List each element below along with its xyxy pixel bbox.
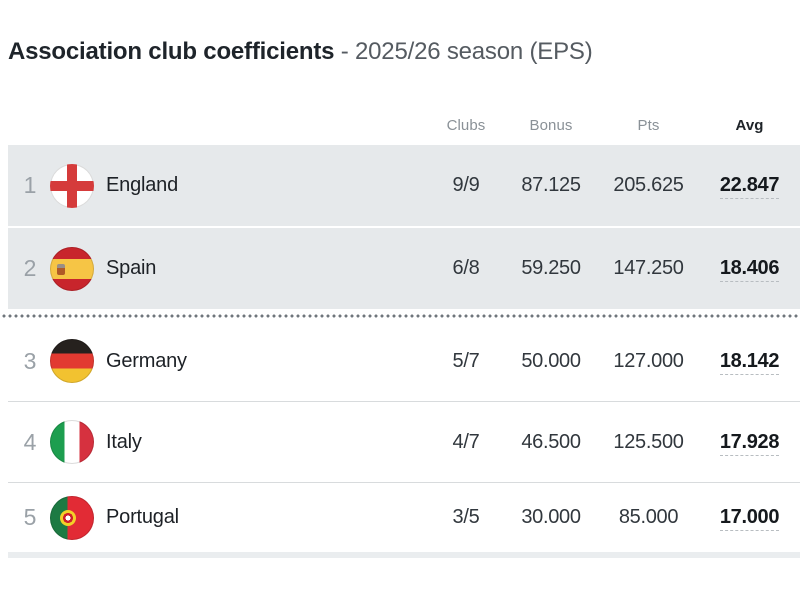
rank-label: 4: [23, 428, 37, 455]
page-title-main: Association club coefficients: [8, 38, 335, 65]
bonus-value: 46.500: [521, 430, 581, 453]
avg-value: 22.847: [699, 174, 800, 199]
column-header-pts: Pts: [637, 116, 660, 134]
column-header-bonus: Bonus: [529, 116, 573, 134]
germany-flag-icon: [50, 339, 94, 383]
pts-value: 127.000: [613, 349, 684, 372]
bonus-value: 30.000: [521, 506, 581, 528]
avg-value: 18.406: [699, 257, 800, 282]
pts-value: 125.500: [613, 430, 684, 453]
country-name: Italy: [106, 430, 142, 453]
avg-value: 18.142: [699, 349, 800, 375]
coefficients-widget: Association club coefficients - 2025/26 …: [0, 36, 800, 591]
rank-label: 2: [23, 255, 37, 281]
pts-value: 205.625: [613, 174, 684, 196]
rank-label: 5: [23, 504, 37, 530]
page-title: Association club coefficients - 2025/26 …: [8, 36, 800, 67]
table-header-row: Clubs Bonus Pts Avg: [8, 105, 800, 145]
flag-cell: [50, 339, 94, 383]
clubs-value: 3/5: [452, 506, 480, 528]
table-body: 1 England 9/9 87.125 205.625 22.847 2 Sp…: [0, 145, 800, 552]
table-row-spain[interactable]: 2 Spain 6/8 59.250 147.250 18.406: [8, 228, 800, 311]
bonus-value: 87.125: [521, 174, 581, 196]
avg-value: 17.000: [699, 506, 800, 531]
page-title-season: - 2025/26 season (EPS): [340, 38, 593, 65]
qualification-cutoff-separator: [0, 311, 800, 321]
table-row-portugal[interactable]: 5 Portugal 3/5 30.000 85.000 17.000: [8, 483, 800, 552]
column-header-clubs: Clubs: [446, 116, 486, 134]
rank-label: 1: [23, 172, 37, 198]
bonus-value: 50.000: [521, 349, 581, 372]
pts-value: 85.000: [618, 506, 679, 528]
flag-cell: [50, 495, 94, 540]
next-row-partial: [8, 552, 800, 558]
clubs-value: 4/7: [452, 430, 480, 453]
clubs-value: 9/9: [452, 174, 480, 196]
table-row-germany[interactable]: 3 Germany 5/7 50.000 127.000 18.142: [8, 321, 800, 402]
flag-cell: [50, 420, 94, 464]
italy-flag-icon: [50, 420, 94, 464]
england-flag-icon: [50, 163, 94, 208]
pts-value: 147.250: [613, 257, 684, 279]
country-name: Spain: [106, 257, 157, 279]
country-name: Germany: [106, 349, 187, 372]
rank-label: 3: [23, 347, 37, 374]
avg-value: 17.928: [699, 430, 800, 456]
spain-flag-icon: [50, 246, 94, 291]
clubs-value: 6/8: [452, 257, 480, 279]
flag-cell: [50, 163, 94, 208]
column-header-avg: Avg: [735, 116, 764, 134]
country-name: Portugal: [106, 506, 179, 528]
portugal-flag-icon: [50, 495, 94, 540]
coefficients-table: Clubs Bonus Pts Avg 1 England 9/9 87.125…: [0, 105, 800, 558]
clubs-value: 5/7: [452, 349, 480, 372]
flag-cell: [50, 246, 94, 291]
country-name: England: [106, 174, 178, 196]
table-row-england[interactable]: 1 England 9/9 87.125 205.625 22.847: [8, 145, 800, 228]
table-row-italy[interactable]: 4 Italy 4/7 46.500 125.500 17.928: [8, 402, 800, 483]
bonus-value: 59.250: [521, 257, 581, 279]
